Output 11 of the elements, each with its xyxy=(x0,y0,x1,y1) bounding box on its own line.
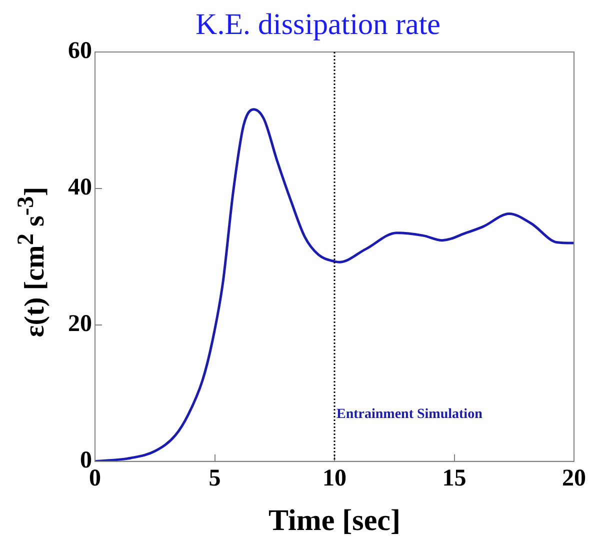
x-tick-label: 10 xyxy=(322,465,346,492)
x-tick-label: 15 xyxy=(442,465,466,492)
y-tick-label: 20 xyxy=(68,311,92,338)
ref-line-label: Entrainment Simulation xyxy=(336,407,483,422)
chart-title: K.E. dissipation rate xyxy=(196,8,440,41)
line-series xyxy=(95,108,574,462)
y-tick-label: 40 xyxy=(68,174,92,201)
x-axis-title: Time [sec] xyxy=(268,504,400,537)
y-tick-label: 60 xyxy=(68,38,92,64)
x-tick-label: 5 xyxy=(208,465,221,492)
x-tick-label: 20 xyxy=(562,465,586,492)
